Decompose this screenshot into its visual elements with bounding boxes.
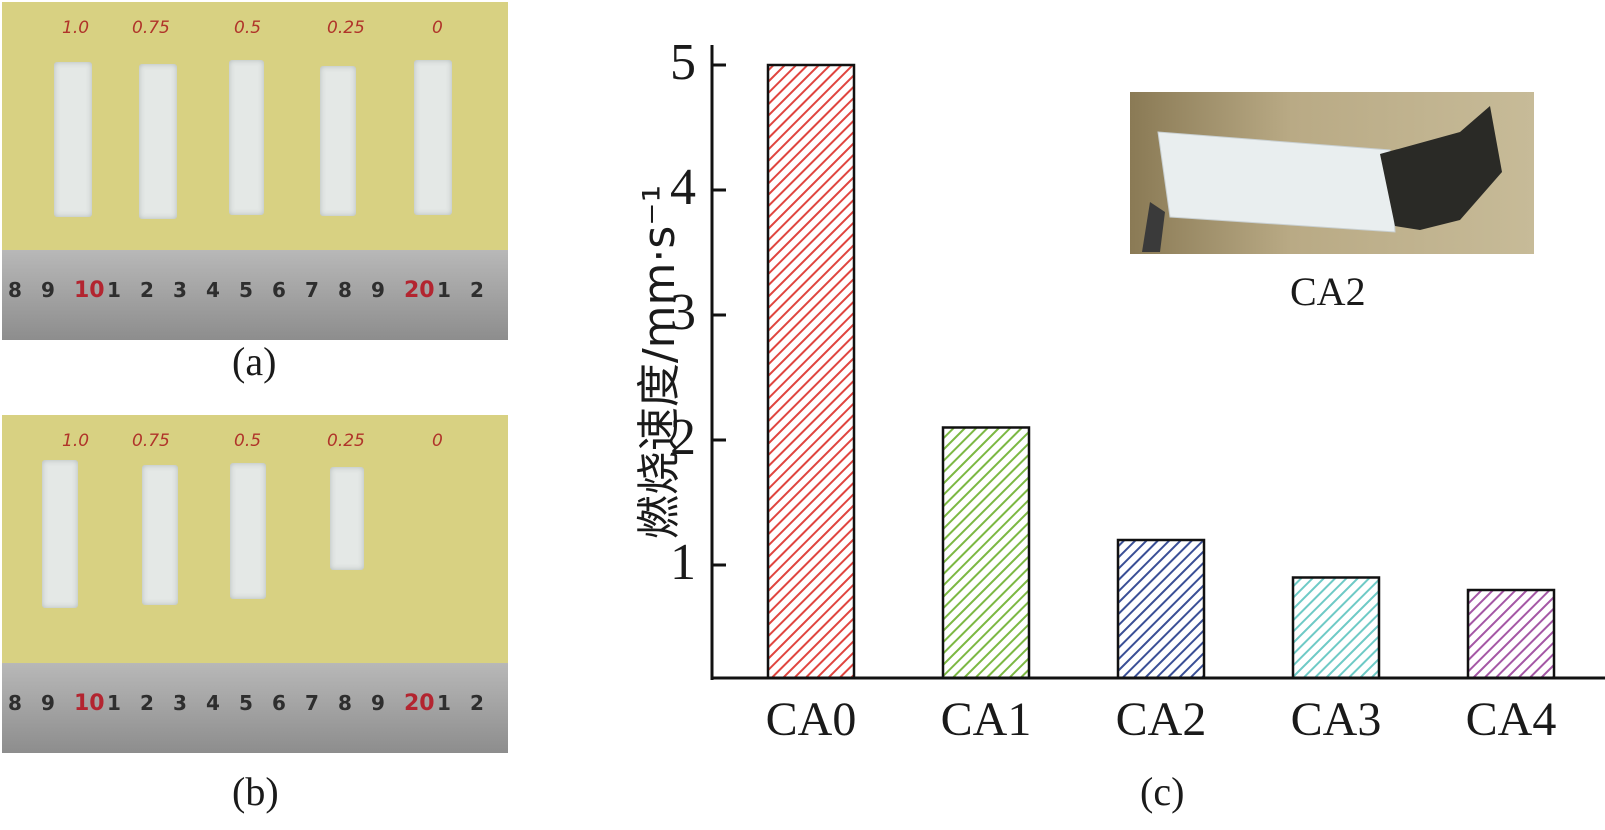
sample-label: 0.75 — [132, 18, 170, 38]
ruler-number: 8 — [8, 691, 22, 715]
sample-label: 0.5 — [234, 431, 262, 451]
ruler-number: 8 — [338, 278, 352, 302]
bar-ca4 — [1466, 588, 1556, 680]
ruler-number: 1 — [437, 691, 451, 715]
x-tick-label: CA3 — [1290, 693, 1382, 746]
bar-ca1 — [941, 426, 1031, 680]
sample-strip — [54, 62, 92, 217]
ruler-number: 20 — [404, 278, 435, 303]
ruler-number: 10 — [74, 278, 105, 303]
sample-strip — [139, 64, 177, 219]
y-tick-label: 3 — [670, 284, 696, 341]
ruler-number: 9 — [41, 278, 55, 302]
ruler-number: 9 — [41, 691, 55, 715]
bar-ca0 — [766, 63, 856, 680]
y-tick-label: 2 — [670, 409, 696, 466]
photo-panel-b: 1.0 0.75 0.5 0.25 0 8 9 10 1 2 3 4 5 6 7 8 9 20 1 2 — [2, 415, 508, 753]
sample-label: 0.25 — [327, 18, 365, 38]
ruler-number: 9 — [371, 278, 385, 302]
ruler-number: 20 — [404, 691, 435, 716]
ruler-number: 1 — [107, 278, 121, 302]
chart-axes — [710, 45, 1605, 680]
ruler-number: 10 — [74, 691, 105, 716]
sample-label: 1.0 — [62, 431, 90, 451]
inset-label: CA2 — [1290, 269, 1366, 314]
y-tick-label: 4 — [670, 159, 696, 216]
inset-photo-ca2 — [1130, 92, 1534, 254]
y-tick-label: 5 — [670, 34, 696, 91]
x-tick-label: CA4 — [1465, 693, 1557, 746]
x-tick-label: CA2 — [1115, 693, 1207, 746]
ruler-number: 6 — [272, 691, 286, 715]
ruler-number: 2 — [470, 691, 484, 715]
sample-label: 0.75 — [132, 431, 170, 451]
ruler-a: 8 9 10 1 2 3 4 5 6 7 8 9 20 1 2 — [2, 250, 508, 340]
ruler-number: 1 — [107, 691, 121, 715]
sample-strip — [42, 460, 78, 608]
caption-c: (c) — [1140, 769, 1185, 814]
ruler-number: 2 — [470, 278, 484, 302]
x-tick-label: CA1 — [940, 693, 1032, 746]
sample-strip — [229, 60, 264, 215]
ruler-number: 8 — [338, 691, 352, 715]
ruler-number: 3 — [173, 278, 187, 302]
sample-label: 0.5 — [234, 18, 262, 38]
ruler-number: 4 — [206, 278, 220, 302]
x-tick-label: CA0 — [765, 693, 857, 746]
sample-strip — [330, 467, 364, 570]
y-tick-label: 1 — [670, 534, 696, 591]
ruler-b: 8 9 10 1 2 3 4 5 6 7 8 9 20 1 2 — [2, 663, 508, 753]
sample-label: 0 — [432, 431, 443, 451]
ruler-number: 7 — [305, 278, 319, 302]
ruler-number: 1 — [437, 278, 451, 302]
photo-panel-a: 1.0 0.75 0.5 0.25 0 8 9 10 1 2 3 4 5 6 7 8 9 20 1 2 — [2, 2, 508, 340]
caption-a: (a) — [232, 339, 277, 384]
ruler-number: 9 — [371, 691, 385, 715]
ruler-number: 2 — [140, 278, 154, 302]
ruler-number: 7 — [305, 691, 319, 715]
y-axis-title: 燃烧速度/mm·s⁻¹ — [634, 184, 685, 540]
ruler-number: 8 — [8, 278, 22, 302]
caption-b: (b) — [232, 769, 279, 814]
ruler-number: 5 — [239, 691, 253, 715]
sample-label: 1.0 — [62, 18, 90, 38]
bar-ca2 — [1116, 538, 1206, 680]
sample-strip — [142, 465, 178, 605]
sample-label: 0 — [432, 18, 443, 38]
sample-strip — [230, 463, 266, 599]
sample-strip — [320, 66, 356, 216]
sample-strip — [414, 60, 452, 215]
ruler-number: 6 — [272, 278, 286, 302]
sample-label: 0.25 — [327, 431, 365, 451]
ruler-number: 5 — [239, 278, 253, 302]
ruler-number: 3 — [173, 691, 187, 715]
bar-ca3 — [1291, 576, 1381, 680]
ruler-number: 4 — [206, 691, 220, 715]
ruler-number: 2 — [140, 691, 154, 715]
